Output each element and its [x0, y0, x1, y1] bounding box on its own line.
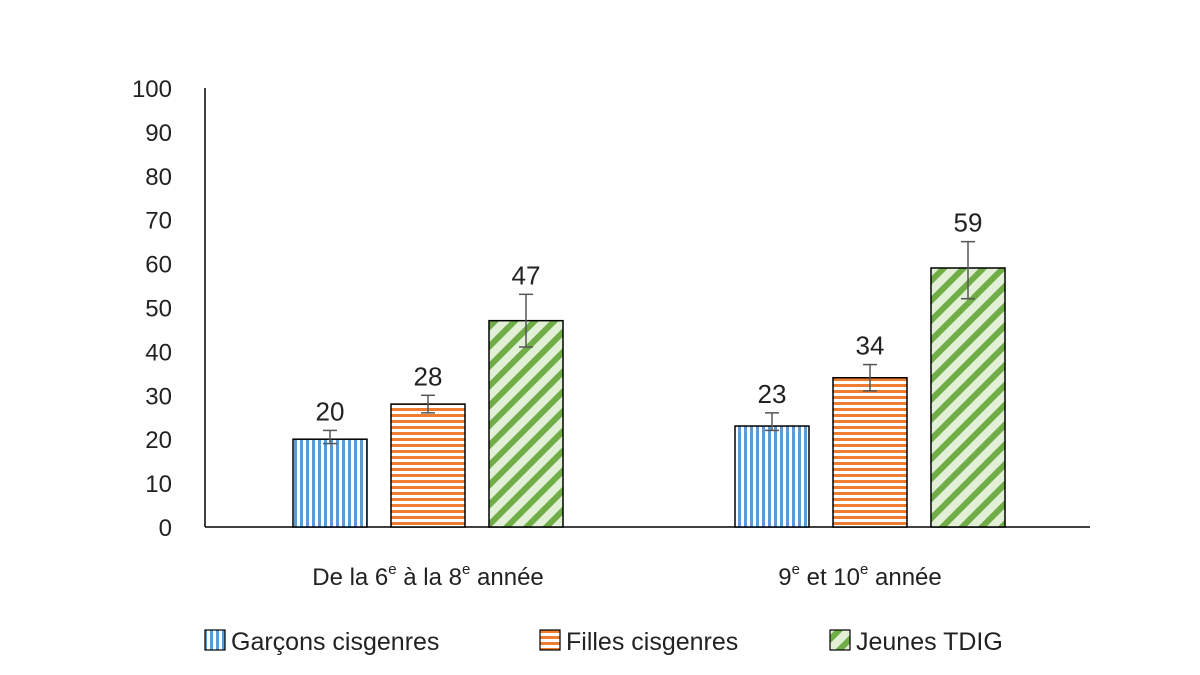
legend-item: Jeunes TDIG [829, 628, 1003, 656]
y-tick-label: 70 [145, 208, 172, 235]
y-tick-label: 30 [145, 383, 172, 410]
bar [488, 319, 564, 528]
bar [930, 267, 1006, 528]
legend-item: Garçons cisgenres [204, 628, 439, 656]
legend-label: Filles cisgenres [566, 628, 738, 656]
y-tick-label: 40 [145, 339, 172, 366]
category-label: De la 6e à la 8e année [312, 561, 544, 591]
y-tick-label: 90 [145, 120, 172, 147]
axes: 0 10 20 30 40 50 60 70 80 90 100 [132, 76, 1090, 542]
bar [390, 403, 466, 528]
legend-swatch [829, 629, 851, 651]
bar [734, 425, 810, 528]
labels: 20 23 28 34 47 59 De la 6e à la 8e année 9e et … [312, 208, 982, 591]
data-label: 34 [856, 331, 885, 361]
bars [292, 240, 1006, 528]
y-tick-label: 100 [132, 76, 172, 103]
y-tick-label: 10 [145, 471, 172, 498]
legend-swatch [204, 629, 226, 651]
legend: Garçons cisgenres Filles cisgenres Jeunes … [204, 628, 1003, 656]
y-tick-label: 20 [145, 427, 172, 454]
y-tick-label: 80 [145, 164, 172, 191]
data-label: 28 [414, 361, 443, 391]
category-label: 9e et 10e année [778, 561, 942, 591]
data-label: 47 [512, 260, 541, 290]
y-tick-label: 0 [159, 515, 172, 542]
legend-swatch [539, 629, 561, 651]
y-tick-label: 50 [145, 296, 172, 323]
legend-item: Filles cisgenres [539, 628, 738, 656]
data-label: 23 [758, 379, 787, 409]
bar [832, 376, 908, 528]
y-tick-label: 60 [145, 252, 172, 279]
data-label: 20 [316, 396, 345, 426]
bar [292, 438, 368, 528]
legend-label: Jeunes TDIG [856, 628, 1003, 656]
data-label: 59 [954, 208, 983, 238]
legend-label: Garçons cisgenres [231, 628, 439, 656]
